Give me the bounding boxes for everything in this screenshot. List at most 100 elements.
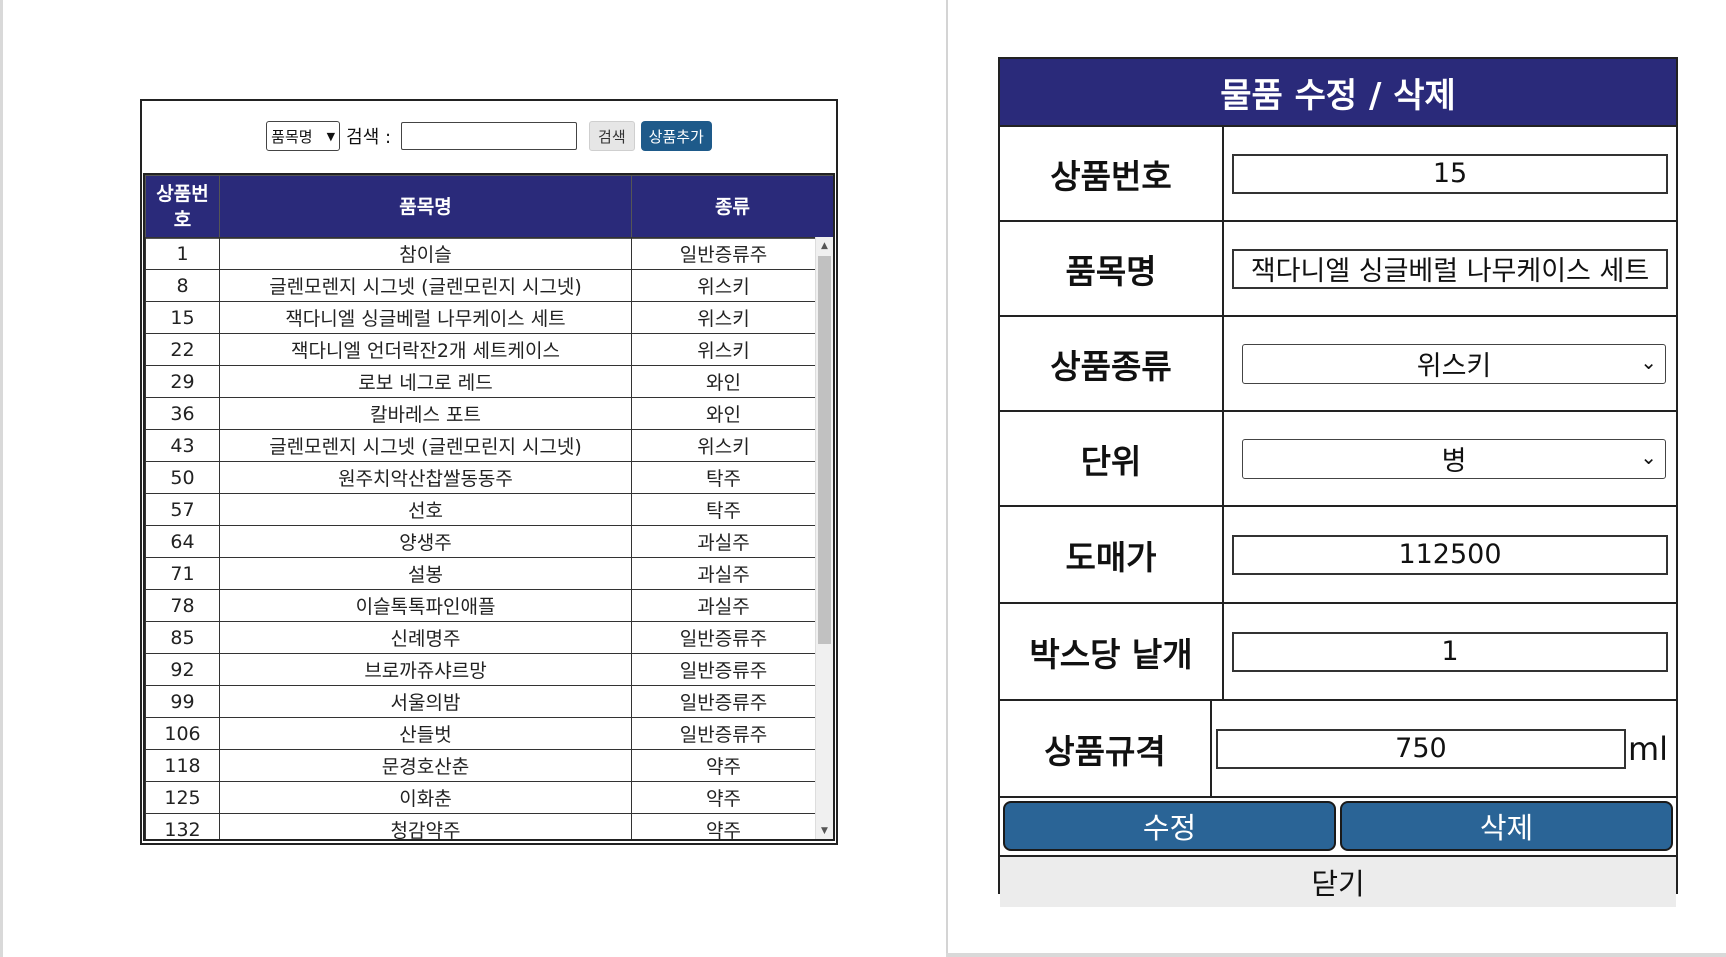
search-input[interactable] bbox=[401, 122, 578, 150]
cell-id: 78 bbox=[145, 589, 220, 622]
table-row[interactable]: 78 이슬톡톡파인애플 과실주 bbox=[145, 589, 816, 622]
cell-name: 브로까쥬샤르망 bbox=[219, 653, 632, 686]
cell-id: 22 bbox=[145, 333, 220, 366]
close-button[interactable]: 닫기 bbox=[1000, 857, 1676, 907]
cell-type: 과실주 bbox=[631, 525, 816, 558]
unit-select-value: 병 bbox=[1441, 446, 1467, 477]
column-header-type[interactable]: 종류 bbox=[631, 175, 833, 239]
cell-name: 선호 bbox=[219, 493, 632, 526]
cell-name: 글렌모렌지 시그넷 (글렌모린지 시그넷) bbox=[219, 269, 632, 302]
table-row[interactable]: 1 참이슬 일반증류주 bbox=[145, 237, 816, 270]
edit-button[interactable]: 수정 bbox=[1003, 801, 1336, 851]
field-label-unit: 단위 bbox=[1000, 412, 1224, 505]
cell-type: 와인 bbox=[631, 365, 816, 398]
table-row[interactable]: 64 양생주 과실주 bbox=[145, 525, 816, 558]
cell-id: 15 bbox=[145, 301, 220, 334]
table-row[interactable]: 71 설봉 과실주 bbox=[145, 557, 816, 590]
unit-select[interactable]: 병 ⌄ bbox=[1242, 438, 1666, 479]
table-row[interactable]: 125 이화춘 약주 bbox=[145, 781, 816, 814]
table-row[interactable]: 99 서울의밤 일반증류주 bbox=[145, 685, 816, 718]
table-row[interactable]: 8 글렌모렌지 시그넷 (글렌모린지 시그넷) 위스키 bbox=[145, 269, 816, 302]
window-edge bbox=[0, 0, 3, 957]
cell-id: 36 bbox=[145, 397, 220, 430]
add-product-button[interactable]: 상품추가 bbox=[640, 121, 712, 151]
table-scrollbar[interactable]: ▲ ▼ bbox=[815, 237, 833, 839]
cell-id: 118 bbox=[145, 749, 220, 782]
table-row[interactable]: 106 산들벗 일반증류주 bbox=[145, 717, 816, 750]
table-row[interactable]: 92 브로까쥬샤르망 일반증류주 bbox=[145, 653, 816, 686]
product-name-input[interactable]: 잭다니엘 싱글베럴 나무케이스 세트 bbox=[1232, 248, 1668, 289]
table-row[interactable]: 85 신례명주 일반증류주 bbox=[145, 621, 816, 654]
column-header-name-label: 품목명 bbox=[399, 196, 452, 218]
form-row-unit: 단위 병 ⌄ bbox=[1000, 412, 1676, 507]
product-id-input[interactable]: 15 bbox=[1232, 153, 1668, 194]
form-row-type: 상품종류 위스키 ⌄ bbox=[1000, 317, 1676, 412]
cell-id: 99 bbox=[145, 685, 220, 718]
product-type-select-value: 위스키 bbox=[1416, 351, 1492, 382]
cell-name: 청감약주 bbox=[219, 813, 632, 839]
cell-name: 산들벗 bbox=[219, 717, 632, 750]
scroll-thumb[interactable] bbox=[818, 256, 831, 644]
table-row[interactable]: 15 잭다니엘 싱글베럴 나무케이스 세트 위스키 bbox=[145, 301, 816, 334]
delete-button[interactable]: 삭제 bbox=[1340, 801, 1673, 851]
cell-name: 글렌모렌지 시그넷 (글렌모린지 시그넷) bbox=[219, 429, 632, 462]
scroll-up-icon[interactable]: ▲ bbox=[821, 240, 828, 251]
cell-type: 탁주 bbox=[631, 461, 816, 494]
column-header-id[interactable]: 상품번 호 bbox=[145, 175, 220, 239]
table-row[interactable]: 43 글렌모렌지 시그넷 (글렌모린지 시그넷) 위스키 bbox=[145, 429, 816, 462]
form-row-name: 품목명 잭다니엘 싱글베럴 나무케이스 세트 bbox=[1000, 222, 1676, 317]
cell-type: 약주 bbox=[631, 813, 816, 839]
table-row[interactable]: 57 선호 탁주 bbox=[145, 493, 816, 526]
cell-type: 탁주 bbox=[631, 493, 816, 526]
form-row-price: 도매가 112500 bbox=[1000, 507, 1676, 604]
form-row-id: 상품번호 15 bbox=[1000, 127, 1676, 222]
column-header-id-label: 상품번 호 bbox=[156, 183, 209, 231]
cell-id: 1 bbox=[145, 237, 220, 270]
cell-type: 위스키 bbox=[631, 333, 816, 366]
cell-type: 위스키 bbox=[631, 429, 816, 462]
spec-input[interactable]: 750 bbox=[1215, 728, 1626, 769]
cell-name: 잭다니엘 싱글베럴 나무케이스 세트 bbox=[219, 301, 632, 334]
table-row[interactable]: 118 문경호산춘 약주 bbox=[145, 749, 816, 782]
table-row[interactable]: 132 청감약주 약주 bbox=[145, 813, 816, 839]
search-button[interactable]: 검색 bbox=[589, 121, 635, 151]
cell-id: 92 bbox=[145, 653, 220, 686]
cell-type: 일반증류주 bbox=[631, 621, 816, 654]
column-header-name[interactable]: 품목명 bbox=[219, 175, 632, 239]
search-bar: 품목명 ▼ 검색 : 검색 상품추가 bbox=[142, 101, 836, 171]
table-body: 1 참이슬 일반증류주 8 글렌모렌지 시그넷 (글렌모린지 시그넷) 위스키 15 잭다니엘… bbox=[145, 237, 816, 839]
box-count-input[interactable]: 1 bbox=[1232, 631, 1668, 672]
wholesale-price-input[interactable]: 112500 bbox=[1232, 534, 1668, 575]
cell-id: 29 bbox=[145, 365, 220, 398]
cell-id: 64 bbox=[145, 525, 220, 558]
cell-name: 서울의밤 bbox=[219, 685, 632, 718]
field-label-box-count: 박스당 낱개 bbox=[1000, 604, 1224, 699]
cell-type: 과실주 bbox=[631, 557, 816, 590]
cell-name: 이화춘 bbox=[219, 781, 632, 814]
search-label: 검색 : bbox=[346, 127, 392, 148]
table-row[interactable]: 29 로보 네그로 레드 와인 bbox=[145, 365, 816, 398]
table-row[interactable]: 50 원주치악산찹쌀동동주 탁주 bbox=[145, 461, 816, 494]
table-row[interactable]: 22 잭다니엘 언더락잔2개 세트케이스 위스키 bbox=[145, 333, 816, 366]
field-label-price: 도매가 bbox=[1000, 507, 1224, 602]
cell-id: 106 bbox=[145, 717, 220, 750]
cell-id: 85 bbox=[145, 621, 220, 654]
cell-name: 잭다니엘 언더락잔2개 세트케이스 bbox=[219, 333, 632, 366]
chevron-down-icon: ⌄ bbox=[1640, 349, 1657, 374]
product-list-box: 품목명 ▼ 검색 : 검색 상품추가 상품번 호 품목명 종류 1 참이슬 일반증류… bbox=[140, 99, 838, 845]
cell-name: 신례명주 bbox=[219, 621, 632, 654]
field-label-id: 상품번호 bbox=[1000, 127, 1224, 220]
search-field-select[interactable]: 품목명 ▼ bbox=[266, 121, 341, 151]
cell-type: 위스키 bbox=[631, 301, 816, 334]
cell-name: 이슬톡톡파인애플 bbox=[219, 589, 632, 622]
cell-name: 설봉 bbox=[219, 557, 632, 590]
product-type-select[interactable]: 위스키 ⌄ bbox=[1242, 343, 1666, 384]
cell-id: 8 bbox=[145, 269, 220, 302]
action-buttons: 수정 삭제 bbox=[1000, 798, 1676, 857]
scroll-down-icon[interactable]: ▼ bbox=[821, 825, 828, 836]
cell-id: 43 bbox=[145, 429, 220, 462]
cell-type: 일반증류주 bbox=[631, 653, 816, 686]
table-row[interactable]: 36 칼바레스 포트 와인 bbox=[145, 397, 816, 430]
search-field-select-value: 품목명 bbox=[271, 127, 313, 146]
cell-name: 칼바레스 포트 bbox=[219, 397, 632, 430]
